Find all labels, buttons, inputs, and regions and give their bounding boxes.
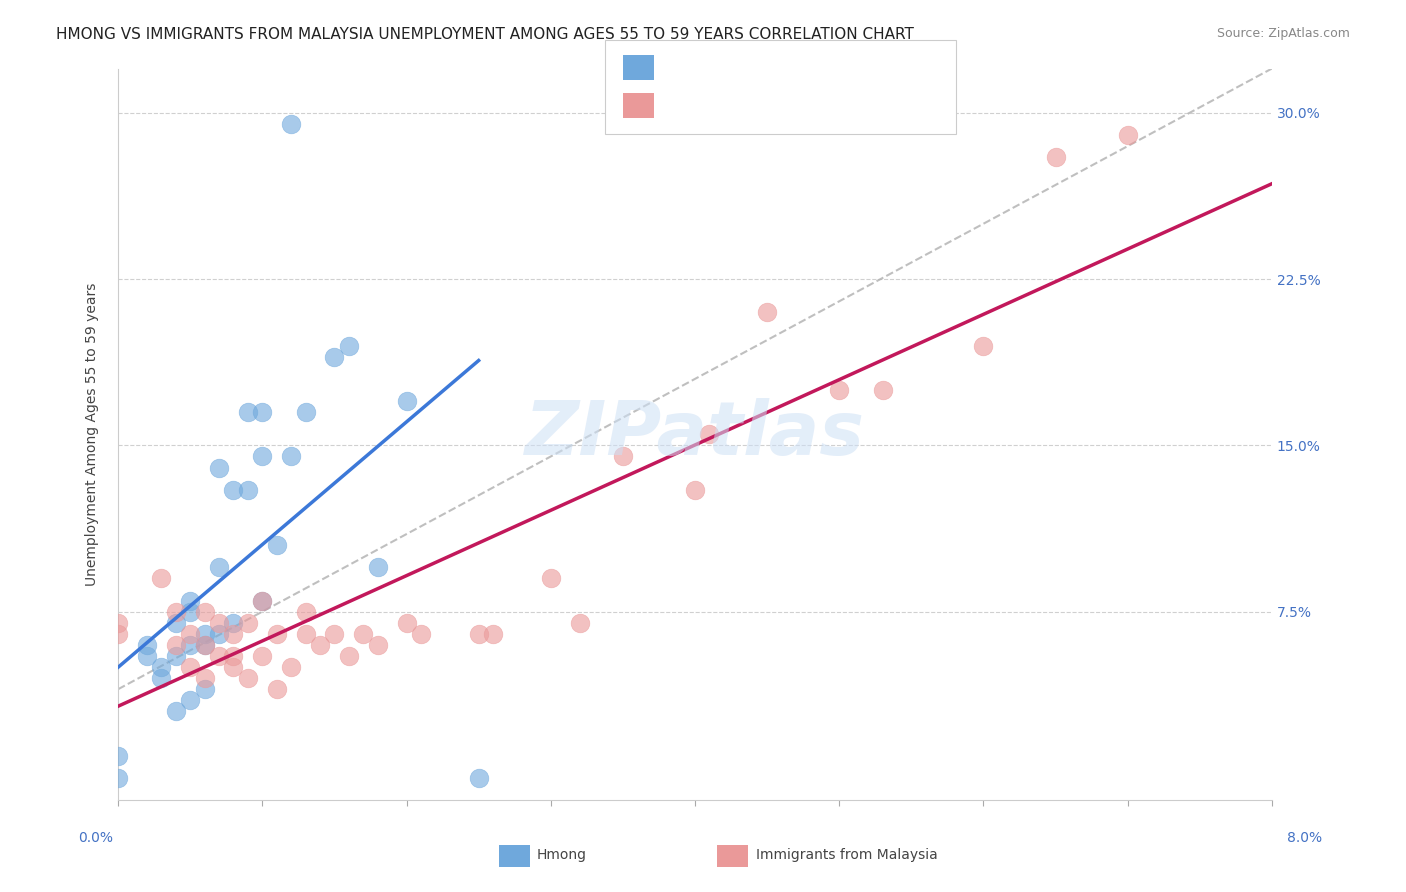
Point xyxy=(194,682,217,697)
Point xyxy=(828,383,851,397)
Point xyxy=(150,660,173,674)
Y-axis label: Unemployment Among Ages 55 to 59 years: Unemployment Among Ages 55 to 59 years xyxy=(86,283,100,586)
Point xyxy=(395,394,418,409)
Point xyxy=(756,305,779,319)
Point xyxy=(482,627,505,641)
Text: R = 0.293   N = 34: R = 0.293 N = 34 xyxy=(662,61,807,75)
Point xyxy=(194,605,217,619)
Point xyxy=(222,660,245,674)
Point xyxy=(165,705,187,719)
Point xyxy=(280,450,302,464)
Point xyxy=(236,405,259,419)
Point xyxy=(395,615,418,630)
Point xyxy=(179,605,201,619)
Point xyxy=(107,615,129,630)
Point xyxy=(222,627,245,641)
Point xyxy=(367,560,389,574)
Point xyxy=(194,638,217,652)
Point xyxy=(1116,128,1139,142)
Point xyxy=(194,627,217,641)
Point xyxy=(294,605,316,619)
Point xyxy=(266,627,288,641)
Point xyxy=(135,648,157,663)
Point xyxy=(179,593,201,607)
Point xyxy=(165,638,187,652)
Point xyxy=(179,638,201,652)
Point xyxy=(280,660,302,674)
Point xyxy=(252,648,274,663)
Point xyxy=(236,483,259,497)
Text: R = 0.598   N = 44: R = 0.598 N = 44 xyxy=(662,98,807,112)
Text: 0.0%: 0.0% xyxy=(79,831,112,846)
Point xyxy=(165,605,187,619)
Point xyxy=(208,460,231,475)
Point xyxy=(367,638,389,652)
Point xyxy=(266,538,288,552)
Point xyxy=(236,615,259,630)
Point xyxy=(252,593,274,607)
Point xyxy=(150,671,173,685)
Text: HMONG VS IMMIGRANTS FROM MALAYSIA UNEMPLOYMENT AMONG AGES 55 TO 59 YEARS CORRELA: HMONG VS IMMIGRANTS FROM MALAYSIA UNEMPL… xyxy=(56,27,914,42)
Point xyxy=(179,627,201,641)
Point xyxy=(323,350,346,364)
Point xyxy=(194,638,217,652)
Point xyxy=(165,615,187,630)
Text: Hmong: Hmong xyxy=(537,848,588,863)
Point xyxy=(107,748,129,763)
Text: ZIPatlas: ZIPatlas xyxy=(524,398,865,471)
Point xyxy=(252,405,274,419)
Point xyxy=(208,560,231,574)
Text: Source: ZipAtlas.com: Source: ZipAtlas.com xyxy=(1216,27,1350,40)
Point xyxy=(699,427,721,442)
Point xyxy=(252,450,274,464)
Point xyxy=(337,648,360,663)
Point xyxy=(467,771,489,785)
Point xyxy=(266,682,288,697)
Point xyxy=(683,483,706,497)
Point xyxy=(309,638,332,652)
Point xyxy=(972,338,994,352)
Point xyxy=(135,638,157,652)
Text: Immigrants from Malaysia: Immigrants from Malaysia xyxy=(756,848,938,863)
Point xyxy=(208,648,231,663)
Point xyxy=(179,693,201,707)
Point xyxy=(280,117,302,131)
Point xyxy=(337,338,360,352)
Point xyxy=(165,648,187,663)
Point xyxy=(222,615,245,630)
Point xyxy=(208,615,231,630)
Point xyxy=(222,648,245,663)
Point xyxy=(150,571,173,585)
Point xyxy=(409,627,432,641)
Point xyxy=(323,627,346,641)
Point xyxy=(107,627,129,641)
Point xyxy=(872,383,894,397)
Point xyxy=(222,483,245,497)
Point xyxy=(540,571,562,585)
Point xyxy=(179,660,201,674)
Text: 8.0%: 8.0% xyxy=(1288,831,1322,846)
Point xyxy=(107,771,129,785)
Point xyxy=(612,450,634,464)
Point xyxy=(294,405,316,419)
Point xyxy=(252,593,274,607)
Point xyxy=(352,627,374,641)
Point xyxy=(208,627,231,641)
Point xyxy=(294,627,316,641)
Point xyxy=(236,671,259,685)
Point xyxy=(568,615,591,630)
Point xyxy=(467,627,489,641)
Point xyxy=(194,671,217,685)
Point xyxy=(1045,150,1067,164)
